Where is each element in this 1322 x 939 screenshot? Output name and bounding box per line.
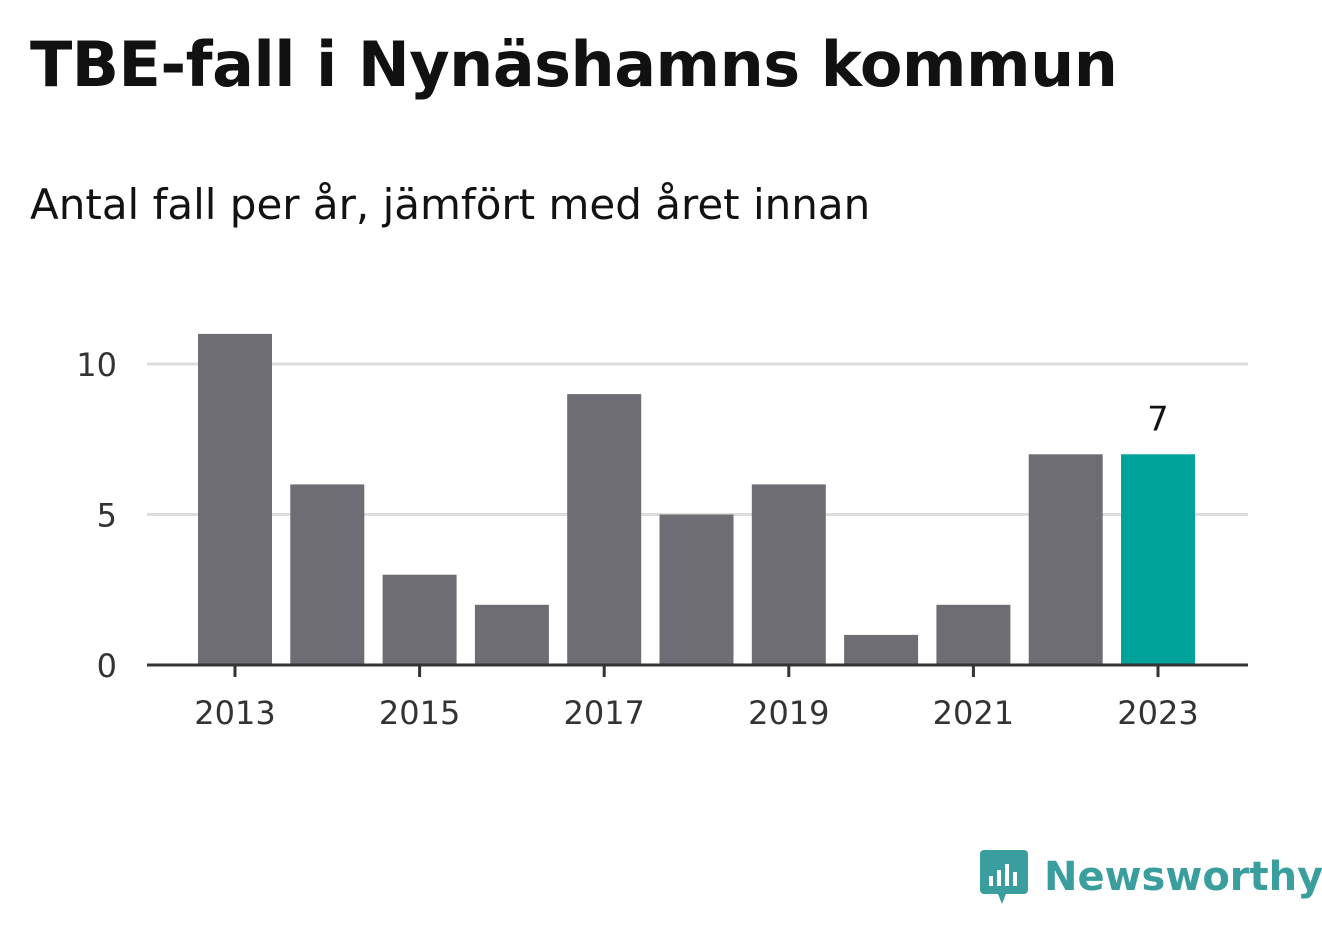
- bar-2018: [659, 514, 734, 665]
- labels: 0 5 10 2013 2015 2017 2019 2021 2023 7: [76, 346, 1198, 732]
- brand-name: Newsworthy: [1044, 854, 1322, 900]
- bars: [198, 333, 1195, 665]
- bar-2014: [290, 484, 365, 665]
- x-tick-label-2023: 2023: [1117, 694, 1198, 732]
- x-tick-label-2019: 2019: [748, 694, 829, 732]
- y-tick-label-10: 10: [76, 346, 117, 384]
- chart-speech-bubble-icon: [980, 850, 1028, 904]
- bar-2021: [936, 604, 1011, 665]
- x-tick-label-2015: 2015: [379, 694, 460, 732]
- y-tick-label-5: 5: [97, 497, 117, 535]
- bar-2016: [474, 604, 549, 665]
- chart-title: TBE-fall i Nynäshamns kommun: [30, 28, 1118, 101]
- bar-2023: [1121, 454, 1195, 665]
- bar-2020: [844, 634, 919, 665]
- chart-subtitle: Antal fall per år, jämfört med året inna…: [30, 180, 871, 229]
- bar-2017: [567, 394, 642, 665]
- x-tick-label-2013: 2013: [194, 694, 275, 732]
- y-tick-label-0: 0: [97, 647, 117, 685]
- bar-2019: [751, 484, 826, 665]
- x-tick-label-2021: 2021: [933, 694, 1014, 732]
- x-tick-label-2017: 2017: [563, 694, 644, 732]
- value-label-2023: 7: [1147, 399, 1169, 439]
- axes: [147, 663, 1248, 677]
- newsworthy-logo: Newsworthy: [980, 846, 1322, 908]
- bar-2013: [198, 333, 272, 665]
- bar-2015: [382, 574, 457, 665]
- bar-2022: [1028, 454, 1103, 665]
